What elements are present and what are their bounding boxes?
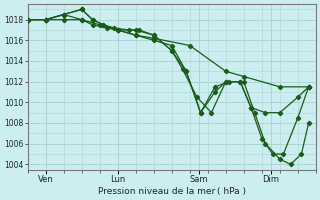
X-axis label: Pression niveau de la mer ( hPa ): Pression niveau de la mer ( hPa ) [98, 187, 246, 196]
